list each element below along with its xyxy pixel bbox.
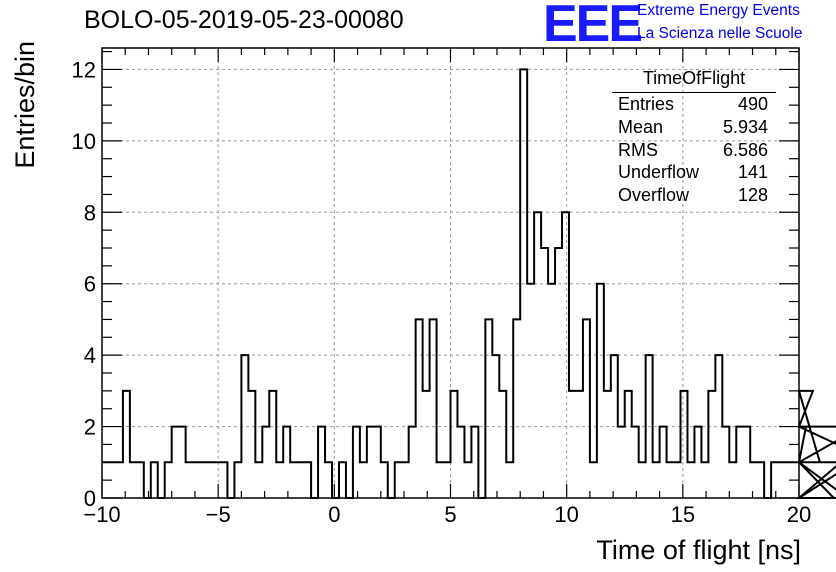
stats-label: Underflow [618, 162, 700, 183]
y-tick-label: 0 [84, 486, 96, 511]
x-tick-labels: −10 −5 0 5 10 15 20 [83, 502, 811, 527]
x-tick-label: 10 [554, 502, 578, 527]
eee-logo: EEE [543, 0, 643, 53]
x-tick-label: 20 [787, 502, 811, 527]
stats-title: TimeOfFlight [612, 68, 776, 93]
stats-row-rms: RMS 6.586 [608, 139, 776, 162]
stats-value: 141 [737, 162, 768, 183]
stats-row-underflow: Underflow 141 [608, 161, 776, 184]
stats-value: 128 [737, 185, 768, 206]
stats-label: RMS [618, 139, 658, 160]
x-tick-label: 5 [444, 502, 456, 527]
stats-value: 6.586 [722, 139, 768, 160]
x-tick-label: 0 [328, 502, 340, 527]
x-axis-title: Time of flight [ns] [596, 535, 801, 565]
stats-box: TimeOfFlight Entries 490 Mean 5.934 RMS … [608, 68, 776, 207]
stats-value: 490 [737, 94, 768, 114]
logo-caption-line1: Extreme Energy Events [637, 2, 800, 19]
histogram-series [102, 68, 836, 499]
y-tick-label: 2 [84, 415, 96, 440]
stats-row-mean: Mean 5.934 [608, 116, 776, 139]
x-tick-label: −5 [206, 502, 231, 527]
y-axis-title: Entries/bin [10, 41, 40, 169]
axis-ticks [101, 48, 800, 499]
stats-label: Overflow [618, 185, 690, 206]
stats-value: 5.934 [722, 116, 768, 137]
y-tick-label: 8 [84, 200, 96, 225]
y-tick-labels: 0 2 4 6 8 10 12 [72, 57, 96, 511]
stats-label: Mean [618, 116, 664, 137]
y-tick-label: 10 [72, 129, 96, 154]
x-tick-label: −10 [83, 502, 120, 527]
chart-title: BOLO-05-2019-05-23-00080 [84, 6, 404, 34]
x-tick-label: 15 [671, 502, 695, 527]
y-tick-label: 4 [84, 343, 96, 368]
y-tick-label: 12 [72, 57, 96, 82]
logo-caption-line2: La Scienza nelle Scuole [637, 25, 803, 42]
stats-row-entries: Entries 490 [608, 93, 776, 116]
stats-row-overflow: Overflow 128 [608, 184, 776, 207]
stats-label: Entries [618, 94, 675, 114]
y-tick-label: 6 [84, 272, 96, 297]
